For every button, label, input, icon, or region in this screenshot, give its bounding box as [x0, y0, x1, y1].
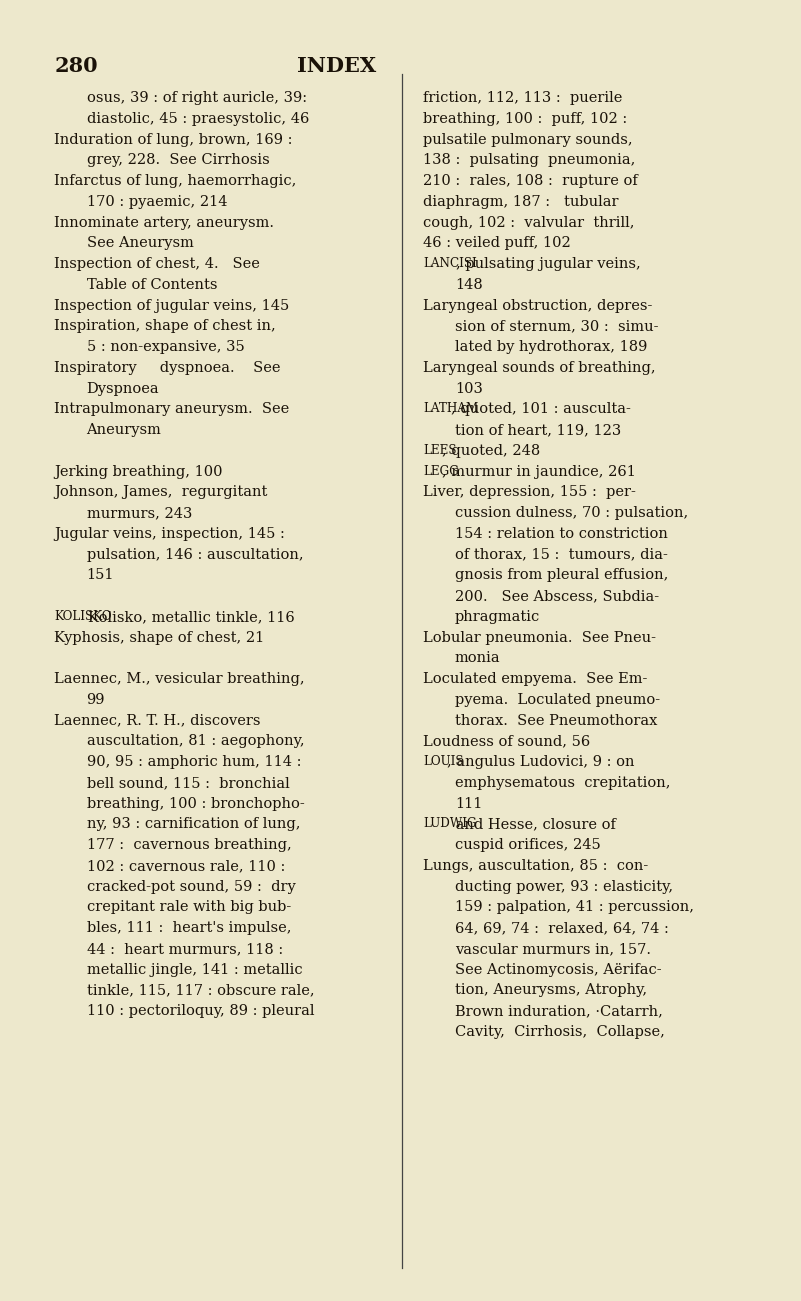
Text: metallic jingle, 141 : metallic: metallic jingle, 141 : metallic: [87, 963, 302, 977]
Text: 90, 95 : amphoric hum, 114 :: 90, 95 : amphoric hum, 114 :: [87, 755, 301, 769]
Text: breathing, 100 :  puff, 102 :: breathing, 100 : puff, 102 :: [423, 112, 627, 126]
Text: cough, 102 :  valvular  thrill,: cough, 102 : valvular thrill,: [423, 216, 634, 229]
Text: LOUIS: LOUIS: [423, 755, 464, 768]
Text: Induration of lung, brown, 169 :: Induration of lung, brown, 169 :: [54, 133, 293, 147]
Text: 280: 280: [54, 56, 98, 75]
Text: Kyphosis, shape of chest, 21: Kyphosis, shape of chest, 21: [54, 631, 264, 644]
Text: pulsatile pulmonary sounds,: pulsatile pulmonary sounds,: [423, 133, 633, 147]
Text: Liver, depression, 155 :  per-: Liver, depression, 155 : per-: [423, 485, 636, 500]
Text: Infarctus of lung, haemorrhagic,: Infarctus of lung, haemorrhagic,: [54, 174, 297, 189]
Text: Kolisko, metallic tinkle, 116: Kolisko, metallic tinkle, 116: [87, 610, 294, 624]
Text: 99: 99: [87, 693, 105, 706]
Text: and Hesse, closure of: and Hesse, closure of: [451, 817, 616, 831]
Text: See Aneurysm: See Aneurysm: [87, 237, 193, 250]
Text: 5 : non-expansive, 35: 5 : non-expansive, 35: [87, 340, 244, 354]
Text: 102 : cavernous rale, 110 :: 102 : cavernous rale, 110 :: [87, 859, 285, 873]
Text: Laryngeal obstruction, depres-: Laryngeal obstruction, depres-: [423, 298, 652, 312]
Text: cuspid orifices, 245: cuspid orifices, 245: [455, 838, 601, 852]
Text: Laennec, M., vesicular breathing,: Laennec, M., vesicular breathing,: [54, 673, 305, 686]
Text: INDEX: INDEX: [297, 56, 376, 75]
Text: Jugular veins, inspection, 145 :: Jugular veins, inspection, 145 :: [54, 527, 285, 541]
Text: sion of sternum, 30 :  simu-: sion of sternum, 30 : simu-: [455, 319, 658, 333]
Text: LANCISI: LANCISI: [423, 258, 477, 271]
Text: Cavity,  Cirrhosis,  Collapse,: Cavity, Cirrhosis, Collapse,: [455, 1025, 665, 1039]
Text: Inspection of jugular veins, 145: Inspection of jugular veins, 145: [54, 298, 290, 312]
Text: LEGG: LEGG: [423, 464, 459, 477]
Text: Loculated empyema.  See Em-: Loculated empyema. See Em-: [423, 673, 647, 686]
Text: Jerking breathing, 100: Jerking breathing, 100: [54, 464, 223, 479]
Text: Inspection of chest, 4.   See: Inspection of chest, 4. See: [54, 258, 260, 271]
Text: 170 : pyaemic, 214: 170 : pyaemic, 214: [87, 195, 227, 209]
Text: cussion dulness, 70 : pulsation,: cussion dulness, 70 : pulsation,: [455, 506, 688, 520]
Text: 110 : pectoriloquy, 89 : pleural: 110 : pectoriloquy, 89 : pleural: [87, 1004, 314, 1019]
Text: murmurs, 243: murmurs, 243: [87, 506, 192, 520]
Text: Loudness of sound, 56: Loudness of sound, 56: [423, 734, 590, 748]
Text: Table of Contents: Table of Contents: [87, 278, 217, 291]
Text: lated by hydrothorax, 189: lated by hydrothorax, 189: [455, 340, 647, 354]
Text: breathing, 100 : bronchopho-: breathing, 100 : bronchopho-: [87, 796, 304, 811]
Text: Johnson, James,  regurgitant: Johnson, James, regurgitant: [54, 485, 268, 500]
Text: KOLISKO: KOLISKO: [54, 610, 112, 623]
Text: diaphragm, 187 :   tubular: diaphragm, 187 : tubular: [423, 195, 618, 209]
Text: Brown induration, ·Catarrh,: Brown induration, ·Catarrh,: [455, 1004, 663, 1019]
Text: 138 :  pulsating  pneumonia,: 138 : pulsating pneumonia,: [423, 154, 635, 168]
Text: cracked-pot sound, 59 :  dry: cracked-pot sound, 59 : dry: [87, 879, 296, 894]
Text: Inspiratory     dyspnoea.    See: Inspiratory dyspnoea. See: [54, 360, 281, 375]
Text: 159 : palpation, 41 : percussion,: 159 : palpation, 41 : percussion,: [455, 900, 694, 915]
Text: Aneurysm: Aneurysm: [87, 423, 161, 437]
Text: 148: 148: [455, 278, 483, 291]
Text: 111: 111: [455, 796, 482, 811]
Text: 64, 69, 74 :  relaxed, 64, 74 :: 64, 69, 74 : relaxed, 64, 74 :: [455, 921, 669, 935]
Text: See Actinomycosis, Aërifac-: See Actinomycosis, Aërifac-: [455, 963, 662, 977]
Text: osus, 39 : of right auricle, 39:: osus, 39 : of right auricle, 39:: [87, 91, 307, 105]
Text: grey, 228.  See Cirrhosis: grey, 228. See Cirrhosis: [87, 154, 269, 168]
Text: LUDWIG: LUDWIG: [423, 817, 477, 830]
Text: auscultation, 81 : aegophony,: auscultation, 81 : aegophony,: [87, 734, 304, 748]
Text: 46 : veiled puff, 102: 46 : veiled puff, 102: [423, 237, 570, 250]
Text: ny, 93 : carnification of lung,: ny, 93 : carnification of lung,: [87, 817, 300, 831]
Text: bles, 111 :  heart's impulse,: bles, 111 : heart's impulse,: [87, 921, 291, 935]
Text: crepitant rale with big bub-: crepitant rale with big bub-: [87, 900, 291, 915]
Text: , murmur in jaundice, 261: , murmur in jaundice, 261: [442, 464, 636, 479]
Text: vascular murmurs in, 157.: vascular murmurs in, 157.: [455, 942, 651, 956]
Text: pyema.  Loculated pneumo-: pyema. Loculated pneumo-: [455, 693, 660, 706]
Text: 200.   See Abscess, Subdia-: 200. See Abscess, Subdia-: [455, 589, 659, 604]
Text: pulsation, 146 : auscultation,: pulsation, 146 : auscultation,: [87, 548, 303, 562]
Text: Laennec, R. T. H., discovers: Laennec, R. T. H., discovers: [54, 713, 261, 727]
Text: 103: 103: [455, 381, 483, 396]
Text: 154 : relation to constriction: 154 : relation to constriction: [455, 527, 668, 541]
Text: Lungs, auscultation, 85 :  con-: Lungs, auscultation, 85 : con-: [423, 859, 648, 873]
Text: , quoted, 248: , quoted, 248: [442, 444, 540, 458]
Text: tinkle, 115, 117 : obscure rale,: tinkle, 115, 117 : obscure rale,: [87, 984, 314, 998]
Text: 44 :  heart murmurs, 118 :: 44 : heart murmurs, 118 :: [87, 942, 283, 956]
Text: monia: monia: [455, 652, 501, 665]
Text: Innominate artery, aneurysm.: Innominate artery, aneurysm.: [54, 216, 275, 229]
Text: thorax.  See Pneumothorax: thorax. See Pneumothorax: [455, 713, 658, 727]
Text: Lobular pneumonia.  See Pneu-: Lobular pneumonia. See Pneu-: [423, 631, 656, 644]
Text: gnosis from pleural effusion,: gnosis from pleural effusion,: [455, 569, 668, 583]
Text: LEES: LEES: [423, 444, 457, 457]
Text: phragmatic: phragmatic: [455, 610, 540, 624]
Text: tion, Aneurysms, Atrophy,: tion, Aneurysms, Atrophy,: [455, 984, 647, 998]
Text: diastolic, 45 : praesystolic, 46: diastolic, 45 : praesystolic, 46: [87, 112, 309, 126]
Text: , angulus Ludovici, 9 : on: , angulus Ludovici, 9 : on: [447, 755, 634, 769]
Text: 151: 151: [87, 569, 114, 583]
Text: of thorax, 15 :  tumours, dia-: of thorax, 15 : tumours, dia-: [455, 548, 668, 562]
Text: bell sound, 115 :  bronchial: bell sound, 115 : bronchial: [87, 775, 289, 790]
Text: 210 :  rales, 108 :  rupture of: 210 : rales, 108 : rupture of: [423, 174, 638, 189]
Text: 177 :  cavernous breathing,: 177 : cavernous breathing,: [87, 838, 292, 852]
Text: , quoted, 101 : ausculta-: , quoted, 101 : ausculta-: [451, 402, 631, 416]
Text: Laryngeal sounds of breathing,: Laryngeal sounds of breathing,: [423, 360, 655, 375]
Text: LATHAM: LATHAM: [423, 402, 478, 415]
Text: tion of heart, 119, 123: tion of heart, 119, 123: [455, 423, 622, 437]
Text: friction, 112, 113 :  puerile: friction, 112, 113 : puerile: [423, 91, 622, 105]
Text: Dyspnoea: Dyspnoea: [87, 381, 159, 396]
Text: Intrapulmonary aneurysm.  See: Intrapulmonary aneurysm. See: [54, 402, 290, 416]
Text: ducting power, 93 : elasticity,: ducting power, 93 : elasticity,: [455, 879, 673, 894]
Text: emphysematous  crepitation,: emphysematous crepitation,: [455, 775, 670, 790]
Text: , pulsating jugular veins,: , pulsating jugular veins,: [456, 258, 641, 271]
Text: Inspiration, shape of chest in,: Inspiration, shape of chest in,: [54, 319, 276, 333]
